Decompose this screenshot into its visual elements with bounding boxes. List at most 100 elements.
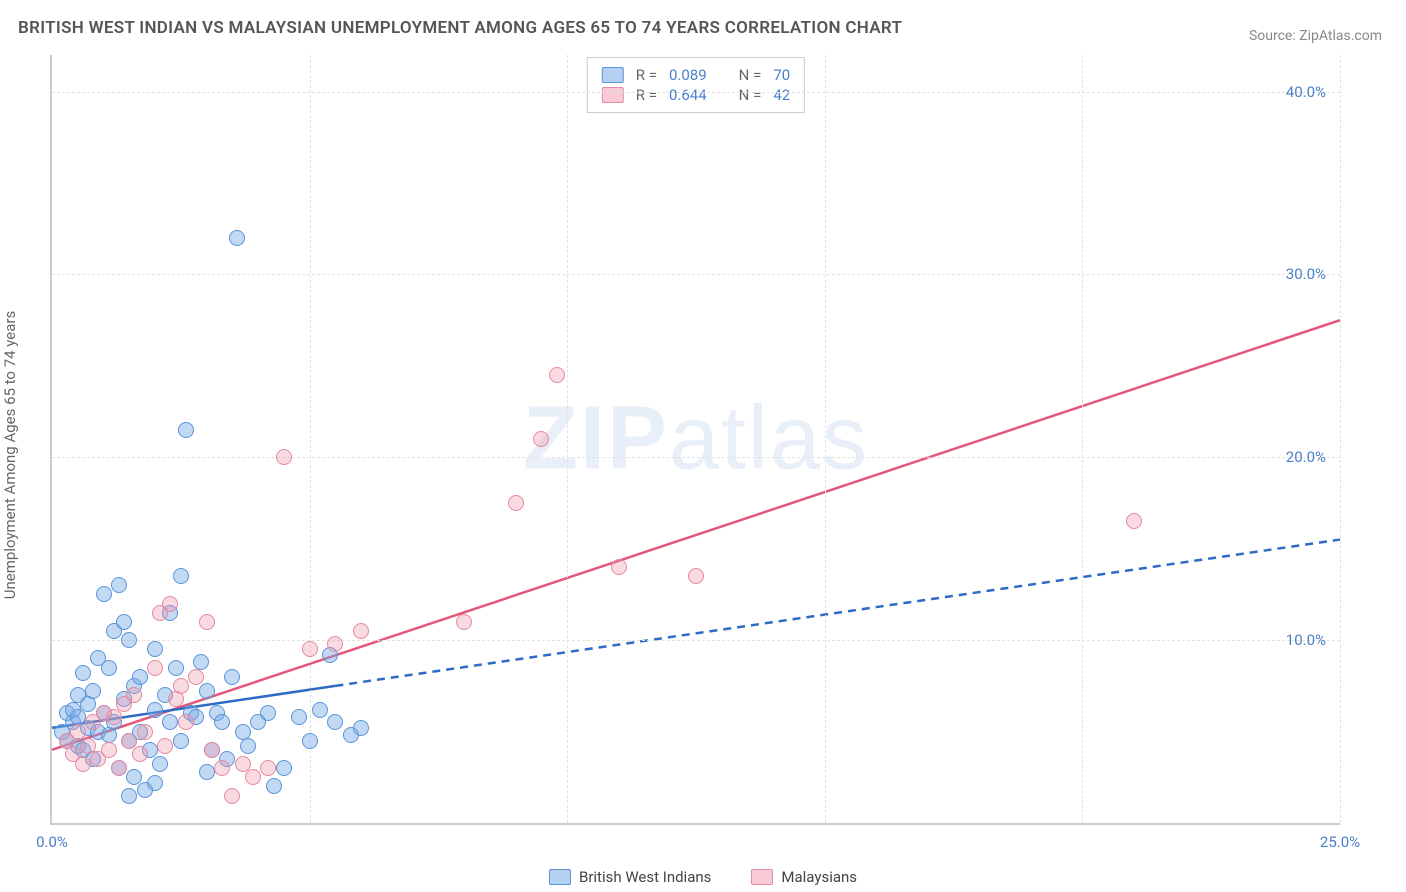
scatter-marker: [214, 760, 230, 776]
scatter-marker: [168, 660, 184, 676]
scatter-marker: [611, 559, 627, 575]
scatter-marker: [276, 760, 292, 776]
swatch-blue-icon: [602, 67, 624, 83]
legend-label-pink: Malaysians: [781, 868, 857, 886]
scatter-marker: [240, 738, 256, 754]
scatter-marker: [178, 422, 194, 438]
scatter-marker: [199, 614, 215, 630]
scatter-marker: [147, 641, 163, 657]
scatter-marker: [121, 788, 137, 804]
scatter-marker: [75, 756, 91, 772]
correlation-row-blue: R = 0.089 N = 70: [602, 66, 790, 84]
scatter-marker: [245, 769, 261, 785]
scatter-marker: [85, 683, 101, 699]
scatter-marker: [147, 775, 163, 791]
scatter-marker: [549, 367, 565, 383]
scatter-marker: [101, 742, 117, 758]
scatter-marker: [302, 733, 318, 749]
scatter-marker: [168, 691, 184, 707]
scatter-marker: [229, 230, 245, 246]
scatter-marker: [688, 568, 704, 584]
scatter-marker: [1126, 513, 1142, 529]
scatter-marker: [162, 596, 178, 612]
scatter-marker: [291, 709, 307, 725]
y-tick-label: 40.0%: [1286, 83, 1326, 101]
scatter-marker: [533, 431, 549, 447]
scatter-marker: [204, 742, 220, 758]
trend-lines-layer: [52, 55, 1340, 823]
scatter-marker: [152, 756, 168, 772]
scatter-marker: [116, 614, 132, 630]
scatter-marker: [266, 778, 282, 794]
scatter-marker: [111, 760, 127, 776]
scatter-marker: [260, 760, 276, 776]
gridline-h: [52, 274, 1340, 275]
scatter-marker: [312, 702, 328, 718]
scatter-marker: [132, 746, 148, 762]
scatter-marker: [199, 683, 215, 699]
scatter-marker: [260, 705, 276, 721]
source-attribution: Source: ZipAtlas.com: [1249, 28, 1382, 44]
gridline-v: [1082, 55, 1083, 823]
y-tick-label: 30.0%: [1286, 265, 1326, 283]
scatter-marker: [132, 669, 148, 685]
scatter-marker: [224, 669, 240, 685]
scatter-marker: [162, 714, 178, 730]
scatter-marker: [456, 614, 472, 630]
scatter-marker: [96, 586, 112, 602]
scatter-marker: [214, 714, 230, 730]
scatter-marker: [101, 660, 117, 676]
legend-item-pink: Malaysians: [751, 868, 857, 886]
scatter-marker: [121, 632, 137, 648]
swatch-blue-icon: [549, 869, 571, 885]
scatter-marker: [302, 641, 318, 657]
r-value-blue: 0.089: [669, 66, 707, 84]
gridline-v: [567, 55, 568, 823]
scatter-marker: [327, 714, 343, 730]
y-tick-label: 10.0%: [1286, 631, 1326, 649]
gridline-h: [52, 640, 1340, 641]
scatter-marker: [111, 577, 127, 593]
scatter-marker: [70, 724, 86, 740]
scatter-marker: [137, 724, 153, 740]
gridline-v: [310, 55, 311, 823]
series-legend: British West Indians Malaysians: [549, 868, 857, 886]
scatter-marker: [276, 449, 292, 465]
scatter-marker: [188, 669, 204, 685]
scatter-marker: [157, 738, 173, 754]
swatch-pink-icon: [602, 87, 624, 103]
x-tick-label: 25.0%: [1320, 833, 1360, 851]
scatter-marker: [147, 660, 163, 676]
scatter-marker: [353, 623, 369, 639]
r-label: R =: [636, 66, 657, 84]
scatter-marker: [147, 702, 163, 718]
scatter-marker: [106, 709, 122, 725]
y-tick-label: 20.0%: [1286, 448, 1326, 466]
x-tick-label: 0.0%: [36, 833, 68, 851]
scatter-marker: [173, 568, 189, 584]
scatter-marker: [199, 764, 215, 780]
swatch-pink-icon: [751, 869, 773, 885]
legend-label-blue: British West Indians: [579, 868, 711, 886]
chart-title: BRITISH WEST INDIAN VS MALAYSIAN UNEMPLO…: [18, 18, 902, 38]
scatter-marker: [178, 714, 194, 730]
scatter-marker: [193, 654, 209, 670]
gridline-v: [825, 55, 826, 823]
correlation-row-pink: R = 0.644 N = 42: [602, 86, 790, 104]
scatter-marker: [353, 720, 369, 736]
scatter-marker: [508, 495, 524, 511]
y-axis-label: Unemployment Among Ages 65 to 74 years: [1, 311, 19, 599]
scatter-marker: [327, 636, 343, 652]
scatter-marker: [126, 687, 142, 703]
correlation-legend: R = 0.089 N = 70 R = 0.644 N = 42: [587, 57, 805, 113]
gridline-v: [1340, 55, 1341, 823]
scatter-marker: [173, 733, 189, 749]
trend-line: [52, 320, 1340, 750]
scatter-marker: [224, 788, 240, 804]
n-label: N =: [739, 66, 762, 84]
legend-item-blue: British West Indians: [549, 868, 711, 886]
plot-area: ZIPatlas R = 0.089 N = 70 R = 0.644 N = …: [50, 55, 1340, 825]
r-label: R =: [636, 86, 657, 104]
r-value-pink: 0.644: [669, 86, 707, 104]
trend-line: [335, 540, 1340, 686]
